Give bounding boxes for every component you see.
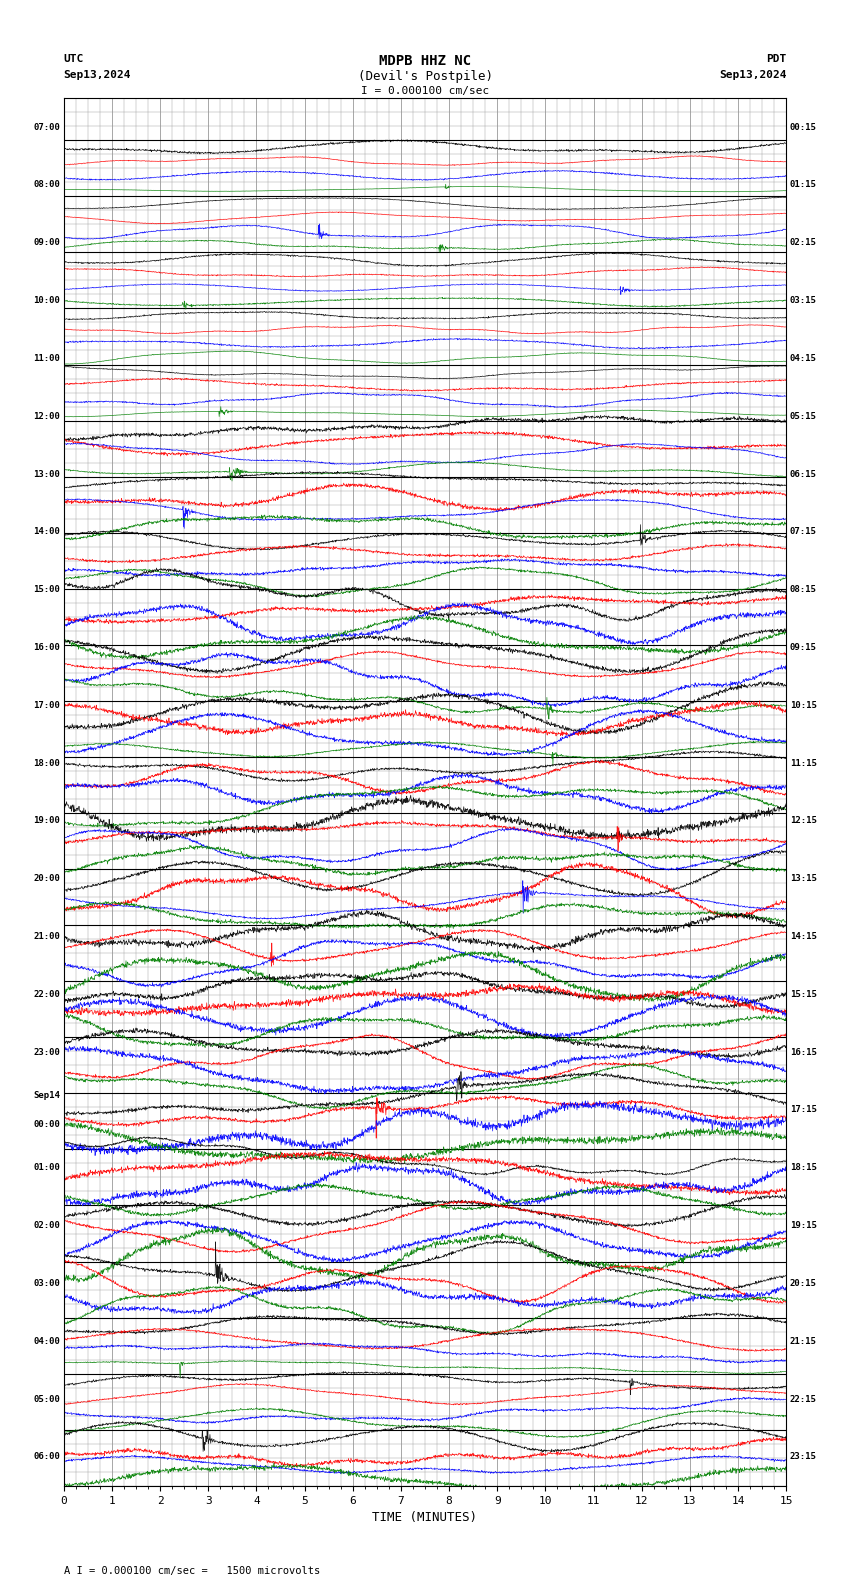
Text: 14:15: 14:15 <box>790 931 817 941</box>
Text: Sep13,2024: Sep13,2024 <box>64 70 131 79</box>
Text: 13:00: 13:00 <box>33 469 60 478</box>
Text: 00:15: 00:15 <box>790 122 817 131</box>
Text: 15:15: 15:15 <box>790 990 817 1000</box>
Text: 20:15: 20:15 <box>790 1278 817 1288</box>
Text: 09:00: 09:00 <box>33 238 60 247</box>
Text: 01:15: 01:15 <box>790 181 817 190</box>
Text: A I = 0.000100 cm/sec =   1500 microvolts: A I = 0.000100 cm/sec = 1500 microvolts <box>64 1567 320 1576</box>
Text: 16:15: 16:15 <box>790 1047 817 1057</box>
Text: 11:15: 11:15 <box>790 759 817 768</box>
Text: 21:15: 21:15 <box>790 1337 817 1346</box>
Text: 07:00: 07:00 <box>33 122 60 131</box>
Text: 01:00: 01:00 <box>33 1163 60 1172</box>
Text: 08:00: 08:00 <box>33 181 60 190</box>
Text: 14:00: 14:00 <box>33 527 60 537</box>
Text: I = 0.000100 cm/sec: I = 0.000100 cm/sec <box>361 86 489 95</box>
Text: 17:15: 17:15 <box>790 1106 817 1115</box>
Text: 16:00: 16:00 <box>33 643 60 653</box>
Text: 19:00: 19:00 <box>33 816 60 825</box>
Text: 12:15: 12:15 <box>790 816 817 825</box>
Text: 11:00: 11:00 <box>33 353 60 363</box>
Text: 05:00: 05:00 <box>33 1394 60 1403</box>
Text: 06:00: 06:00 <box>33 1453 60 1462</box>
Text: 15:00: 15:00 <box>33 584 60 594</box>
Text: 00:00: 00:00 <box>33 1120 60 1129</box>
Text: 09:15: 09:15 <box>790 643 817 653</box>
Text: MDPB HHZ NC: MDPB HHZ NC <box>379 54 471 68</box>
Text: 23:15: 23:15 <box>790 1453 817 1462</box>
Text: 20:00: 20:00 <box>33 874 60 884</box>
Text: 05:15: 05:15 <box>790 412 817 421</box>
Text: 02:00: 02:00 <box>33 1221 60 1231</box>
Text: Sep14: Sep14 <box>33 1091 60 1099</box>
Text: 02:15: 02:15 <box>790 238 817 247</box>
Text: 12:00: 12:00 <box>33 412 60 421</box>
Text: 13:15: 13:15 <box>790 874 817 884</box>
Text: 18:15: 18:15 <box>790 1163 817 1172</box>
Text: 04:15: 04:15 <box>790 353 817 363</box>
Text: 08:15: 08:15 <box>790 584 817 594</box>
Text: 17:00: 17:00 <box>33 700 60 710</box>
Text: 10:15: 10:15 <box>790 700 817 710</box>
Text: 19:15: 19:15 <box>790 1221 817 1231</box>
Text: PDT: PDT <box>766 54 786 63</box>
Text: UTC: UTC <box>64 54 84 63</box>
Text: 03:00: 03:00 <box>33 1278 60 1288</box>
Text: 22:15: 22:15 <box>790 1394 817 1403</box>
Text: Sep13,2024: Sep13,2024 <box>719 70 786 79</box>
Text: 22:00: 22:00 <box>33 990 60 1000</box>
X-axis label: TIME (MINUTES): TIME (MINUTES) <box>372 1511 478 1524</box>
Text: 18:00: 18:00 <box>33 759 60 768</box>
Text: (Devil's Postpile): (Devil's Postpile) <box>358 70 492 82</box>
Text: 03:15: 03:15 <box>790 296 817 306</box>
Text: 10:00: 10:00 <box>33 296 60 306</box>
Text: 07:15: 07:15 <box>790 527 817 537</box>
Text: 06:15: 06:15 <box>790 469 817 478</box>
Text: 23:00: 23:00 <box>33 1047 60 1057</box>
Text: 04:00: 04:00 <box>33 1337 60 1346</box>
Text: 21:00: 21:00 <box>33 931 60 941</box>
